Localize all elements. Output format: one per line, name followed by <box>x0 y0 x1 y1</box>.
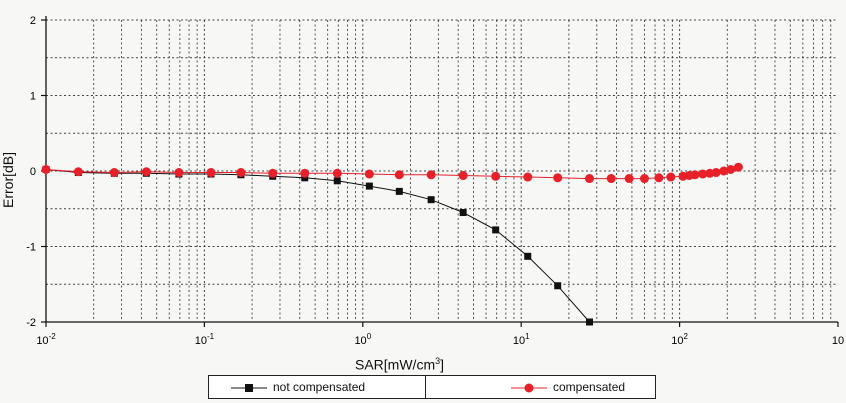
y-tick-label: 1 <box>30 91 36 103</box>
data-point-compensated <box>719 166 729 176</box>
x-axis-label: SAR[mW/cm3] <box>355 356 444 373</box>
y-axis-label: Error[dB] <box>0 152 16 209</box>
data-point-compensated <box>394 170 404 180</box>
data-point-not-compensated <box>395 187 403 195</box>
legend-marker-square-icon <box>231 384 267 392</box>
tick-labels: 210-1-210-2 10-1 100 101 102 10 <box>26 15 844 347</box>
data-point-compensated <box>553 173 563 183</box>
legend: not compensated compensated <box>208 375 656 399</box>
series-line-not-compensated <box>45 169 590 323</box>
legend-label-not-compensated: not compensated <box>273 380 366 394</box>
data-point-compensated <box>73 167 83 177</box>
data-point-not-compensated <box>459 209 467 217</box>
y-tick-label: 0 <box>30 166 36 178</box>
grid <box>45 19 838 323</box>
data-point-compensated <box>109 168 119 178</box>
legend-label-compensated: compensated <box>553 380 626 394</box>
legend-marker-circle-icon <box>511 383 547 393</box>
x-tick-label: 10-2 <box>36 332 56 347</box>
data-point-compensated <box>300 168 310 178</box>
x-axis-label-exponent: 3 <box>435 356 441 366</box>
x-tick-label: 100 <box>354 332 371 347</box>
x-axis-label-tail: ] <box>440 356 445 373</box>
data-point-not-compensated <box>301 174 309 182</box>
data-point-compensated <box>666 172 676 182</box>
data-point-compensated <box>458 171 468 181</box>
data-point-not-compensated <box>333 177 341 185</box>
data-point-not-compensated <box>492 226 500 234</box>
data-point-compensated <box>426 170 436 180</box>
legend-divider <box>425 376 426 398</box>
data-point-compensated <box>585 174 595 184</box>
data-point-compensated <box>654 173 664 183</box>
data-point-compensated <box>332 168 342 178</box>
data-point-not-compensated <box>427 196 435 204</box>
data-point-compensated <box>711 168 721 178</box>
x-tick-label: 101 <box>513 332 530 347</box>
x-tick-label: 102 <box>671 332 688 347</box>
data-point-compensated <box>41 164 51 174</box>
data-point-compensated <box>364 169 374 179</box>
series-layer <box>41 162 743 326</box>
data-point-compensated <box>726 164 736 174</box>
data-point-not-compensated <box>554 282 562 290</box>
data-point-compensated <box>523 172 533 182</box>
data-point-compensated <box>624 174 634 184</box>
y-tick-label: 2 <box>30 15 36 27</box>
x-tick-label: 10-1 <box>195 332 215 347</box>
data-point-compensated <box>236 168 246 178</box>
data-point-not-compensated <box>365 182 373 190</box>
data-point-compensated <box>268 168 278 178</box>
data-point-compensated <box>698 169 708 179</box>
x-axis-label-main: SAR[mW/cm <box>355 356 436 373</box>
y-tick-label: -2 <box>26 317 36 329</box>
x-tick-label: 10 <box>832 335 844 347</box>
data-point-compensated <box>491 171 501 181</box>
data-point-compensated <box>206 168 216 178</box>
data-point-not-compensated <box>524 252 532 260</box>
data-point-compensated <box>690 170 700 180</box>
data-point-compensated <box>733 162 743 172</box>
data-point-compensated <box>141 167 151 177</box>
y-tick-label: -1 <box>26 242 36 254</box>
data-point-compensated <box>639 174 649 184</box>
data-point-not-compensated <box>586 318 594 326</box>
data-point-compensated <box>606 174 616 184</box>
data-point-compensated <box>174 168 184 178</box>
